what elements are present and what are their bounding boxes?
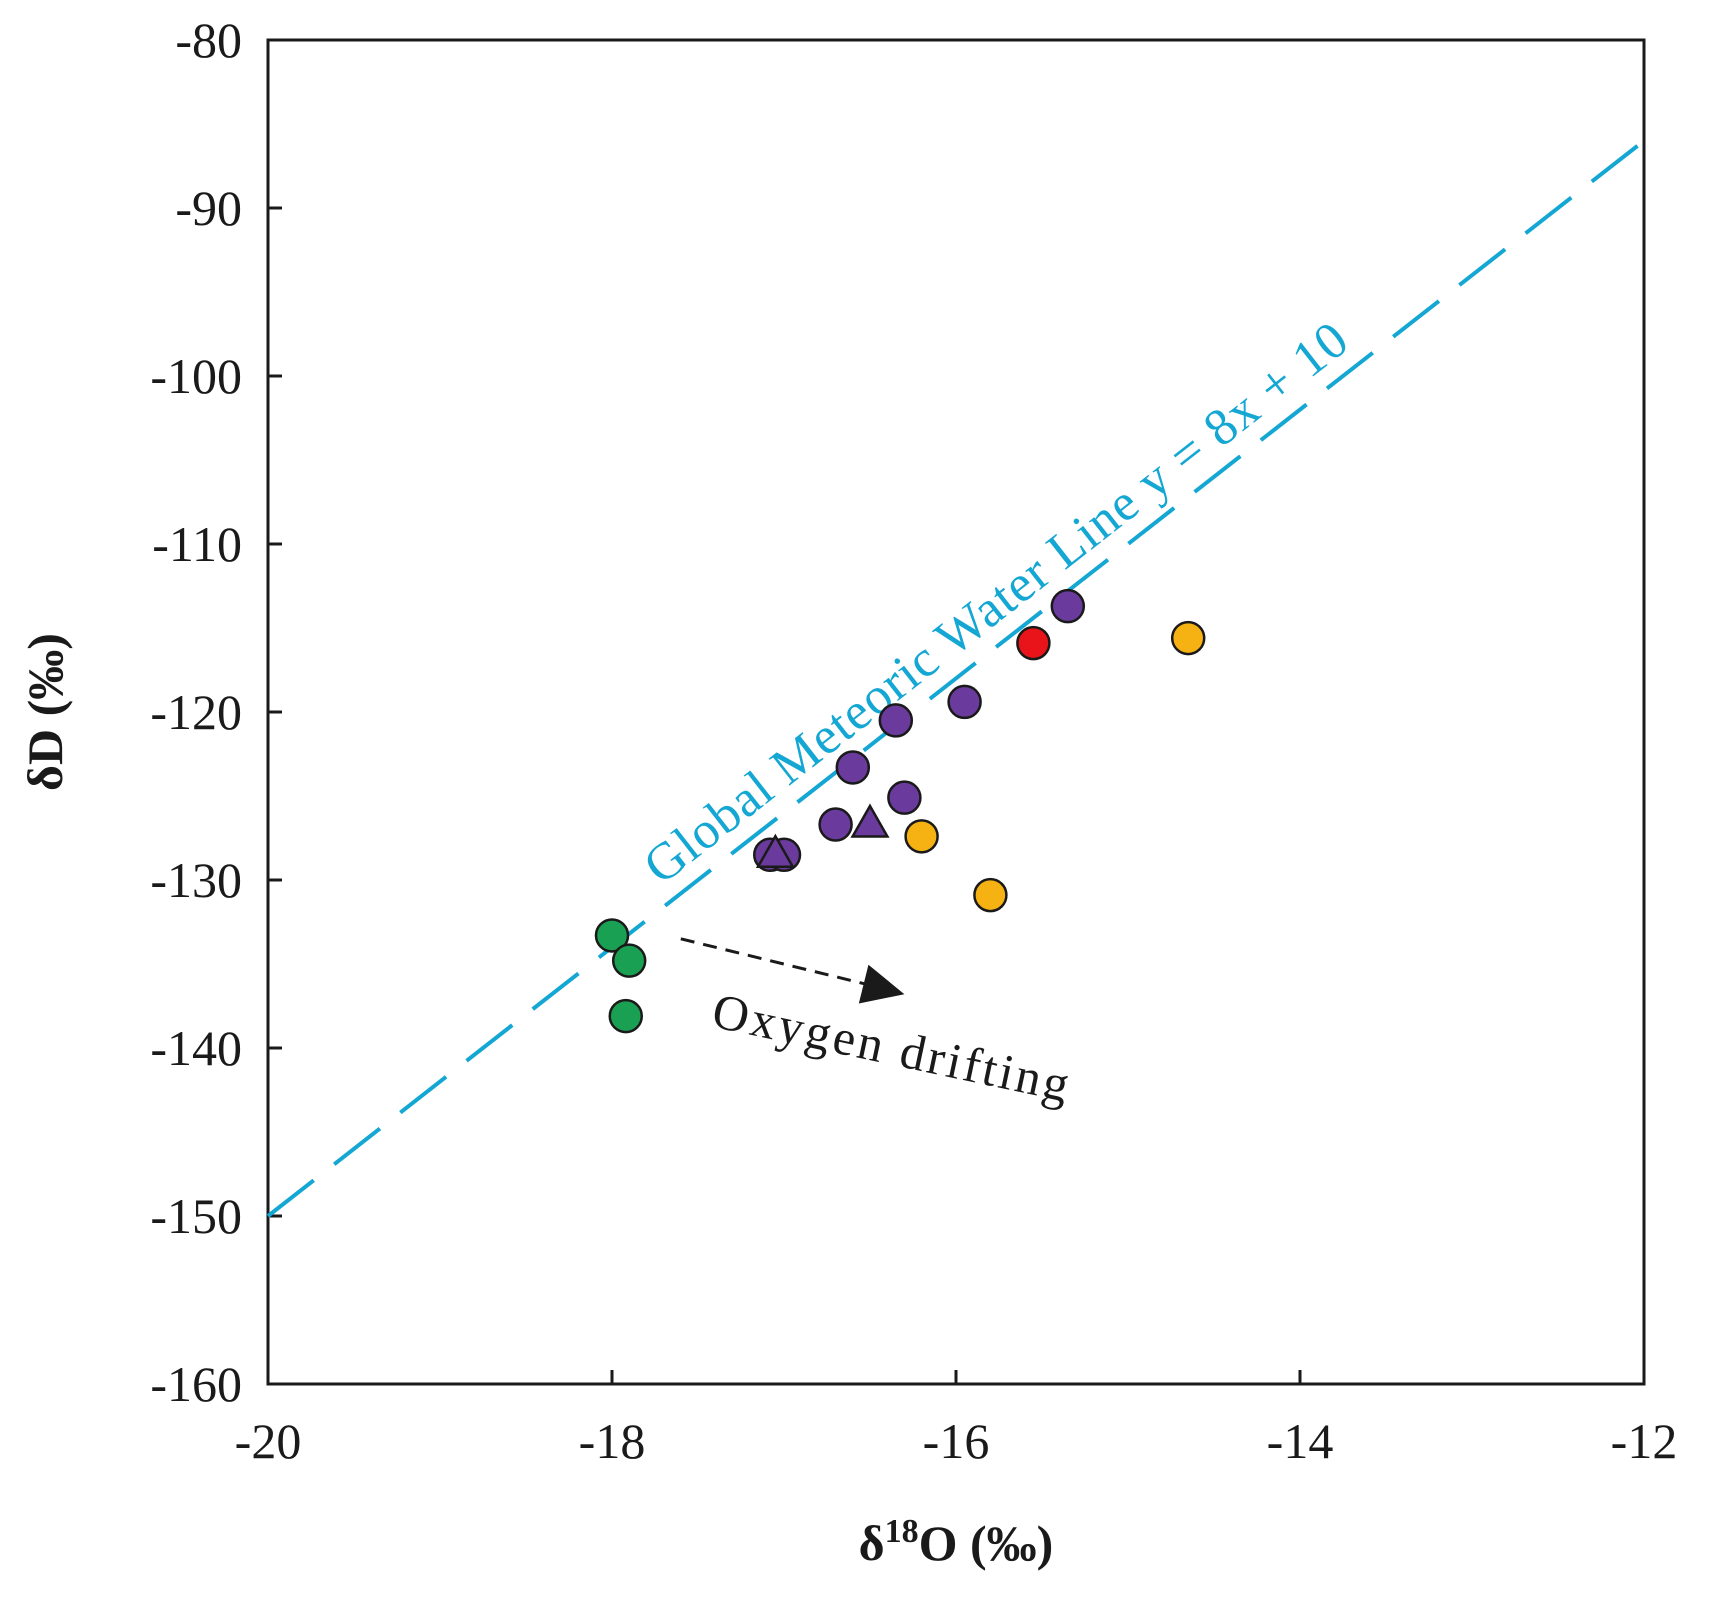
y-tick-label: -100 [150, 348, 242, 404]
gmwl-label: Global Meteoric Water Line y = 8x + 10 [633, 310, 1359, 895]
x-tick-label: -12 [1611, 1413, 1678, 1469]
y-tick-label: -110 [152, 516, 242, 572]
x-tick-label: -18 [579, 1413, 646, 1469]
point-purple-triangle [755, 833, 795, 869]
x-axis-title: δ18O (‰) [859, 1513, 1054, 1571]
y-tick-label: -160 [150, 1356, 242, 1412]
point-purple [835, 750, 871, 785]
x-tick-label: -20 [235, 1413, 302, 1469]
point-orange [904, 819, 939, 854]
y-tick-label: -130 [150, 852, 242, 908]
point-orange [973, 877, 1008, 913]
y-axis-ticks: -80 -90 -100 -110 -120 -130 -140 -150 -160 [150, 12, 282, 1412]
x-axis-ticks: -20 -18 -16 -14 -12 [235, 1370, 1678, 1469]
y-tick-label: -150 [150, 1188, 242, 1244]
y-axis-title: δD (‰) [17, 633, 73, 791]
y-tick-label: -140 [150, 1020, 242, 1076]
x-tick-label: -16 [923, 1413, 990, 1469]
point-green [594, 918, 630, 953]
y-tick-label: -120 [150, 684, 242, 740]
drift-annotation-label: Oxygen drifting [708, 982, 1077, 1113]
y-tick-label: -90 [175, 180, 242, 236]
point-purple-triangle [850, 803, 890, 838]
point-red [1016, 625, 1051, 661]
point-green [611, 943, 647, 978]
drift-arrow-head [858, 964, 905, 1004]
drift-arrow-shaft [680, 937, 871, 987]
point-purple [1050, 588, 1086, 624]
x-tick-label: -14 [1267, 1413, 1334, 1469]
point-purple [947, 684, 982, 720]
annotation-group: Oxygen drifting [680, 937, 1077, 1113]
point-green [608, 998, 644, 1034]
gmwl-line [266, 139, 1646, 1218]
point-purple [887, 780, 922, 815]
point-orange [1170, 620, 1206, 656]
point-purple [878, 703, 914, 738]
y-tick-label: -80 [175, 12, 242, 68]
point-purple [818, 807, 853, 842]
axis-titles: δ18O (‰) δD (‰) [17, 633, 1053, 1571]
data-points [594, 588, 1206, 1034]
